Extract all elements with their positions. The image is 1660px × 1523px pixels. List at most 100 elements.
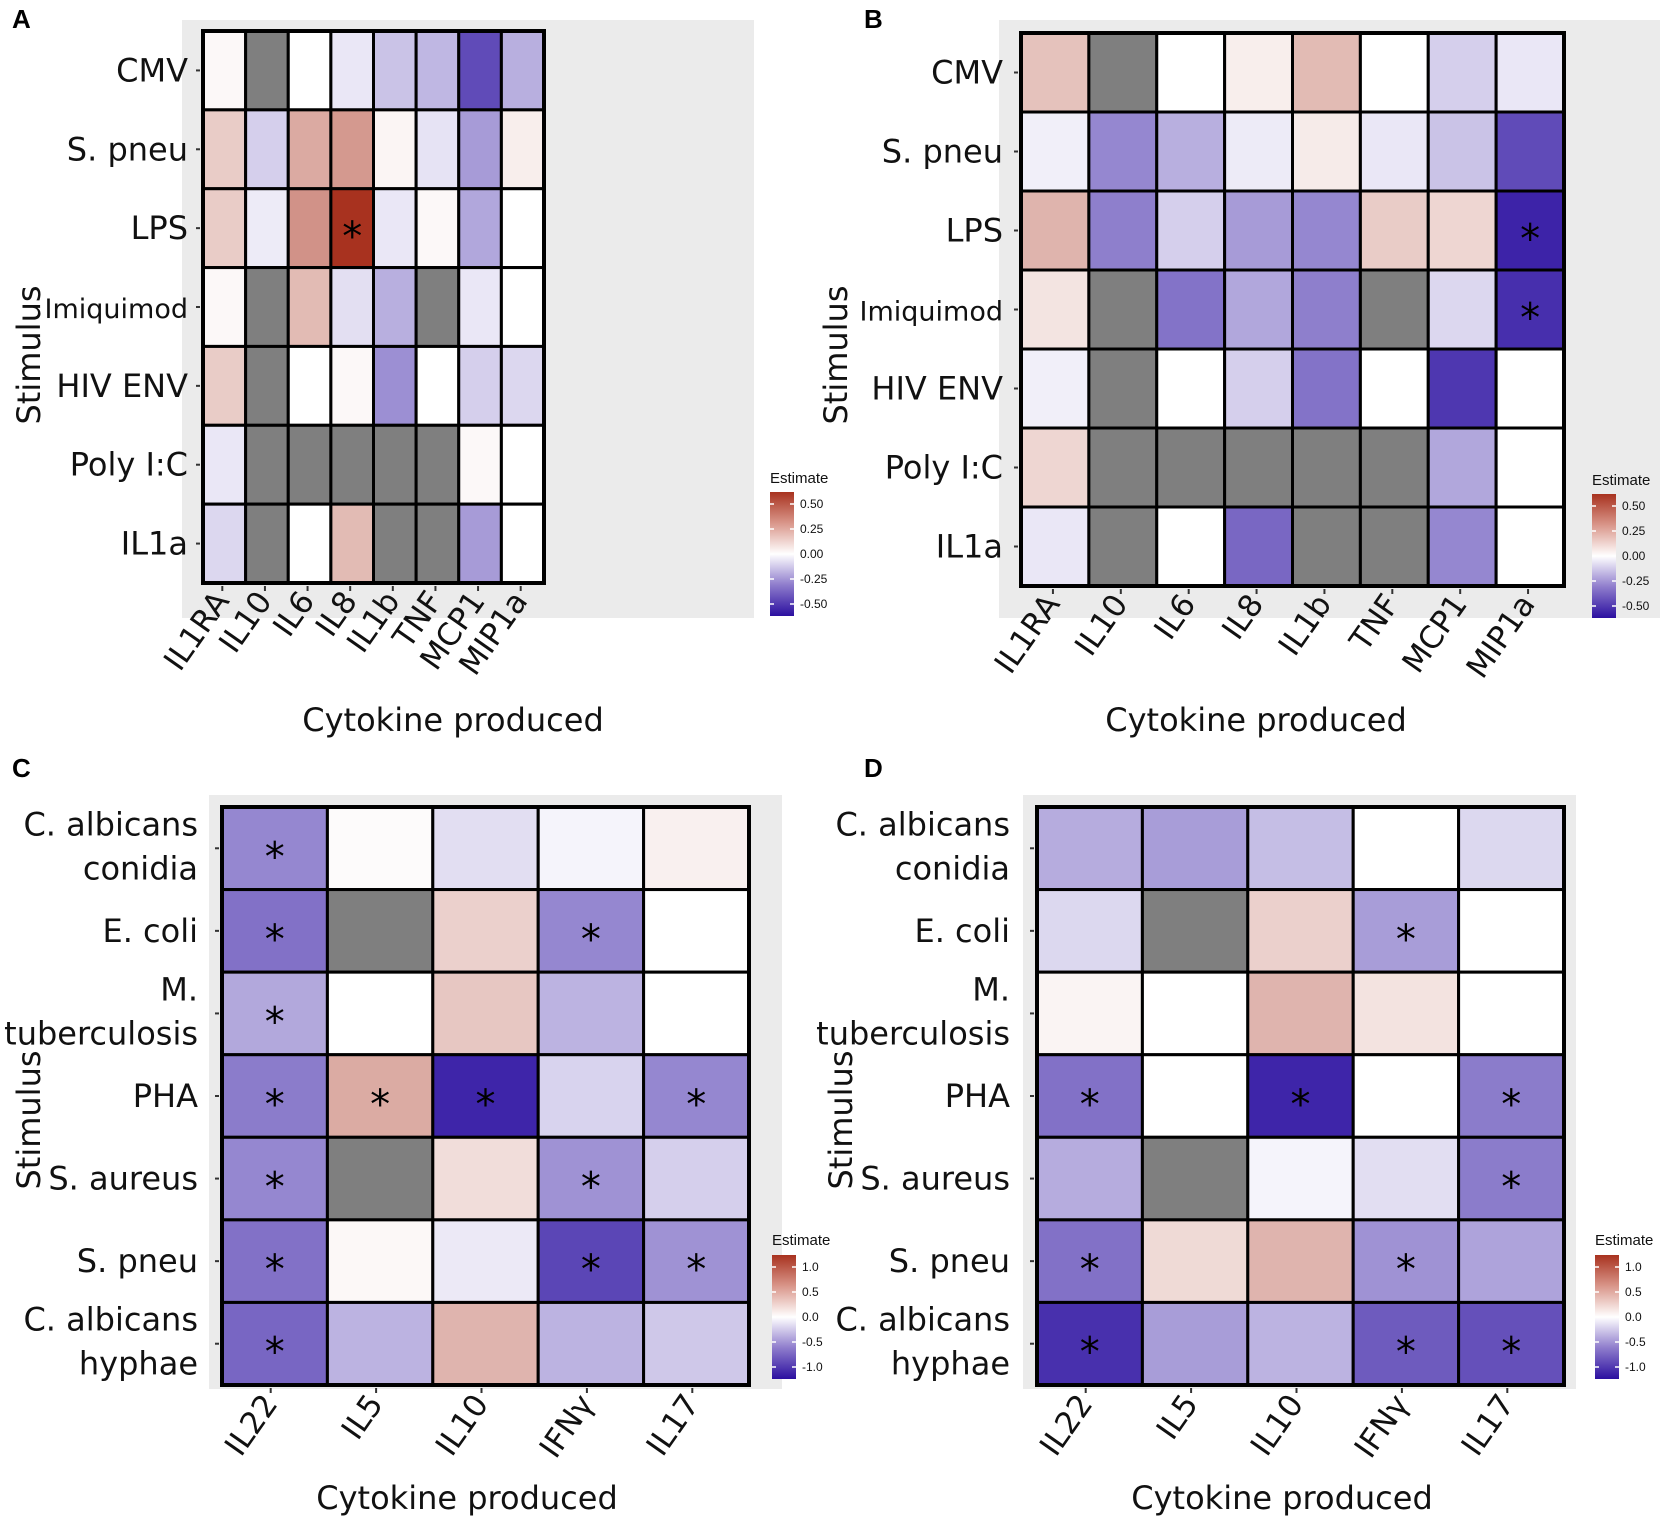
row-label: C. albicans conidia — [23, 805, 198, 887]
significance-star: * — [1396, 1330, 1416, 1376]
legend-tick-label: 0.0 — [1625, 1310, 1642, 1324]
heatmap-cell — [642, 888, 751, 974]
legend-tick-label: 1.0 — [802, 1260, 819, 1274]
significance-star: * — [1080, 1247, 1100, 1293]
heatmap-cell — [1087, 347, 1159, 430]
heatmap-cell — [1246, 1135, 1355, 1222]
heatmap-cell — [1291, 505, 1362, 588]
column-label: IL5 — [1150, 1388, 1206, 1446]
significance-star: * — [1080, 1330, 1100, 1376]
heatmap-cell — [1291, 268, 1362, 351]
x-axis-title: Cytokine produced — [1131, 1479, 1433, 1517]
heatmap-cell — [1291, 347, 1362, 430]
heatmap-cell — [1457, 805, 1566, 892]
panel-letter: D — [864, 753, 883, 783]
panel-letter: C — [12, 753, 31, 783]
heatmap-cell — [1426, 189, 1498, 272]
grid-border — [220, 805, 751, 1387]
heatmap-cell — [1019, 110, 1091, 193]
heatmap-cell — [457, 108, 503, 191]
heatmap-cell — [414, 502, 461, 585]
heatmap-cell — [1087, 31, 1159, 114]
heatmap-cell — [286, 187, 333, 270]
y-axis-title: Stimulus — [817, 285, 855, 424]
significance-star: * — [581, 917, 601, 963]
heatmap-cell — [1426, 347, 1498, 430]
heatmap-cell — [1351, 1053, 1461, 1139]
heatmap-cell — [1358, 426, 1430, 509]
heatmap-cell — [1291, 426, 1362, 509]
heatmap-cell — [329, 344, 375, 427]
legend-tick-label: -0.50 — [1622, 599, 1650, 613]
row-label: LPS — [131, 209, 188, 247]
heatmap-cell — [1351, 970, 1461, 1057]
heatmap-cell — [457, 344, 503, 427]
heatmap-cell — [286, 29, 333, 112]
heatmap-cell — [1246, 805, 1355, 892]
heatmap-cell — [1358, 505, 1430, 588]
significance-star: * — [476, 1082, 496, 1128]
heatmap-cell — [1087, 110, 1159, 193]
heatmap-cell — [372, 423, 418, 506]
heatmap-cell — [1140, 888, 1250, 974]
heatmap-cell — [414, 266, 461, 348]
significance-star: * — [265, 917, 285, 963]
heatmap-cell — [1358, 110, 1430, 193]
heatmap-cell — [372, 266, 418, 348]
heatmap-cell — [1291, 31, 1362, 114]
heatmap-cell — [1223, 189, 1294, 272]
heatmap-cell — [1223, 347, 1294, 430]
heatmap-cell — [1087, 426, 1159, 509]
legend-tick-label: 0.0 — [802, 1310, 819, 1324]
legend-title: Estimate — [772, 1232, 830, 1249]
y-axis-title: Stimulus — [822, 1050, 860, 1189]
heatmap-cell — [1155, 347, 1227, 430]
heatmap-cell — [325, 805, 435, 892]
legend-tick-label: -1.0 — [802, 1360, 823, 1374]
heatmap-cell — [1087, 505, 1159, 588]
panel-B: B * * CMV S. pneu LPS Imiquimod HIV ENV Poly I:C… — [817, 4, 1660, 739]
heatmap-cell — [1426, 110, 1498, 193]
heatmap-cell — [1457, 888, 1566, 974]
heatmap-cell — [1426, 505, 1498, 588]
heatmap-cell — [457, 187, 503, 270]
column-label: IL10 — [429, 1388, 496, 1463]
heatmap-cell — [1140, 805, 1250, 892]
heatmap-cell — [1457, 1300, 1566, 1387]
grid-border — [1035, 805, 1566, 1387]
legend-title: Estimate — [1592, 472, 1650, 489]
heatmap-cell — [431, 1135, 540, 1222]
heatmap-cell — [1246, 1053, 1355, 1139]
panel-A: A * CMV S. pneu LPS Imiquimod HIV ENV Poly I:C I… — [10, 4, 828, 739]
legend-tick-label: -0.25 — [1622, 574, 1650, 588]
heatmap-cell — [244, 266, 290, 348]
legend-tick-label: -0.50 — [800, 597, 828, 611]
heatmap-cell — [372, 344, 418, 427]
panel-D: D * * * * * * * * * * C. albicans conidia E. coli M. tu… — [816, 753, 1653, 1517]
row-label: S. aureus — [860, 1160, 1010, 1198]
heatmap-cell — [244, 344, 290, 427]
heatmap-cell — [1291, 189, 1362, 272]
heatmap-cell — [1140, 1135, 1250, 1222]
row-label: E. coli — [102, 912, 198, 950]
heatmap-cell — [1087, 268, 1159, 351]
heatmap-cell — [286, 266, 333, 348]
significance-star: * — [581, 1165, 601, 1211]
significance-star: * — [265, 1330, 285, 1376]
row-label: PHA — [133, 1077, 198, 1115]
heatmap-cell — [201, 187, 248, 270]
heatmap-cell — [1457, 1218, 1566, 1304]
significance-star: * — [1501, 1330, 1521, 1376]
significance-star: * — [265, 834, 285, 880]
heatmap-cell — [325, 1218, 435, 1304]
heatmap-cell — [536, 1135, 646, 1222]
row-label: E. coli — [914, 912, 1010, 950]
heatmap-cell — [1426, 31, 1498, 114]
heatmap-cell — [1223, 31, 1294, 114]
legend-tick-label: 0.5 — [802, 1285, 819, 1299]
heatmap-cell — [220, 970, 329, 1057]
heatmap-cell — [1155, 110, 1227, 193]
heatmap-cell — [536, 1300, 646, 1387]
heatmap-cell — [372, 29, 418, 112]
